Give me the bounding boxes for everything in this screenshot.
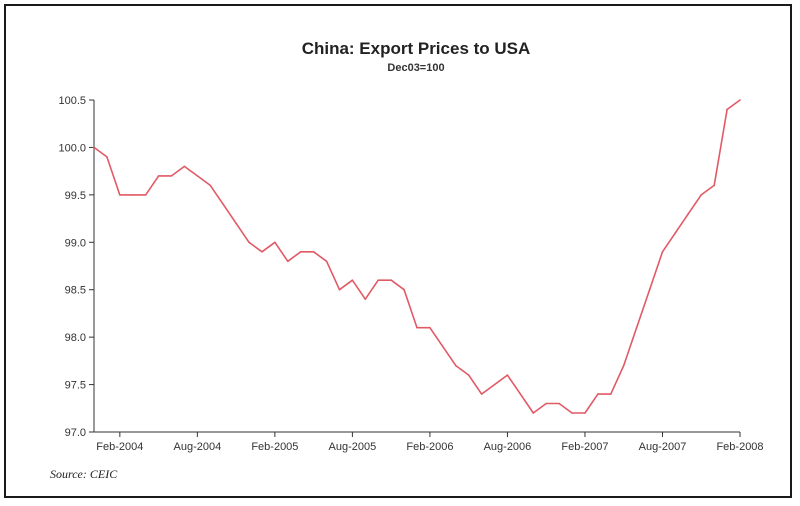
- data-point: [170, 175, 173, 177]
- data-point: [222, 203, 224, 206]
- y-tick-label: 98.5: [65, 285, 86, 297]
- data-point: [131, 194, 134, 196]
- x-axis: Feb-2004 Aug-2004 Feb-2005 Aug-2005 Feb-2006…: [94, 431, 764, 453]
- y-tick-label: 99.5: [65, 190, 86, 202]
- data-point: [299, 250, 302, 253]
- chart-subtitle: Dec03=100: [387, 62, 444, 74]
- data-point: [480, 393, 483, 395]
- data-point: [687, 213, 690, 215]
- data-point: [493, 383, 496, 386]
- y-tick-label: 97.5: [65, 380, 86, 392]
- data-point: [648, 288, 651, 291]
- data-point: [93, 146, 95, 149]
- data-point: [338, 288, 341, 291]
- data-point: [700, 194, 703, 196]
- x-tick-label: Feb-2004: [96, 441, 143, 453]
- x-tick-label: Feb-2008: [716, 441, 763, 453]
- line-chart: China: Export Prices to USA Dec03=100 10…: [50, 39, 764, 481]
- data-point: [157, 175, 160, 177]
- data-point: [248, 241, 250, 244]
- data-point: [196, 175, 199, 177]
- data-point: [351, 279, 354, 282]
- data-point: [467, 374, 470, 376]
- source-note: Source: CEIC: [50, 467, 118, 481]
- x-tick-label: Aug-2007: [639, 441, 687, 453]
- data-point: [739, 99, 741, 101]
- data-point: [377, 279, 380, 282]
- data-point: [325, 260, 328, 263]
- data-point: [726, 108, 728, 111]
- x-tick-label: Aug-2005: [329, 441, 377, 453]
- data-point: [584, 412, 586, 414]
- data-point: [597, 393, 599, 395]
- x-tick-label: Aug-2006: [484, 441, 532, 453]
- y-tick-label: 97.0: [65, 427, 86, 439]
- data-point: [571, 412, 573, 414]
- data-point: [532, 412, 535, 414]
- data-point: [416, 326, 418, 329]
- data-point: [235, 222, 237, 225]
- data-point: [312, 250, 315, 253]
- x-tick-label: Feb-2006: [406, 441, 453, 453]
- data-point: [442, 345, 444, 348]
- data-point: [274, 241, 276, 244]
- x-tick-label: Feb-2005: [251, 441, 298, 453]
- data-point: [519, 393, 522, 395]
- chart-frame: China: Export Prices to USA Dec03=100 10…: [4, 4, 792, 498]
- chart-title: China: Export Prices to USA: [302, 39, 531, 58]
- y-axis: 100.5 100.0 99.5 99.0 98.5 98.0 97.5 97.0: [58, 95, 95, 439]
- y-tick-label: 99.0: [65, 237, 86, 249]
- data-point: [403, 288, 405, 291]
- data-point: [622, 364, 625, 367]
- data-point: [429, 326, 431, 329]
- data-point: [506, 374, 509, 376]
- data-points: [93, 99, 741, 414]
- series-line: [93, 99, 741, 414]
- data-point: [183, 165, 186, 168]
- data-point: [287, 260, 289, 263]
- data-point: [558, 402, 560, 405]
- data-point: [364, 298, 367, 301]
- data-point: [454, 364, 457, 367]
- y-tick-label: 100.0: [58, 142, 86, 154]
- data-point: [119, 194, 121, 196]
- x-tick-label: Aug-2004: [174, 441, 222, 453]
- data-point: [390, 279, 392, 282]
- data-point: [106, 156, 108, 158]
- data-point: [545, 402, 547, 405]
- data-point: [144, 194, 147, 196]
- data-point: [261, 250, 263, 253]
- data-point: [635, 326, 638, 329]
- data-point: [713, 184, 715, 187]
- data-point: [674, 232, 677, 234]
- y-tick-label: 98.0: [65, 332, 86, 344]
- data-point: [661, 250, 664, 253]
- y-tick-label: 100.5: [58, 95, 86, 107]
- data-point: [209, 184, 212, 187]
- data-point: [610, 393, 612, 395]
- x-tick-label: Feb-2007: [561, 441, 608, 453]
